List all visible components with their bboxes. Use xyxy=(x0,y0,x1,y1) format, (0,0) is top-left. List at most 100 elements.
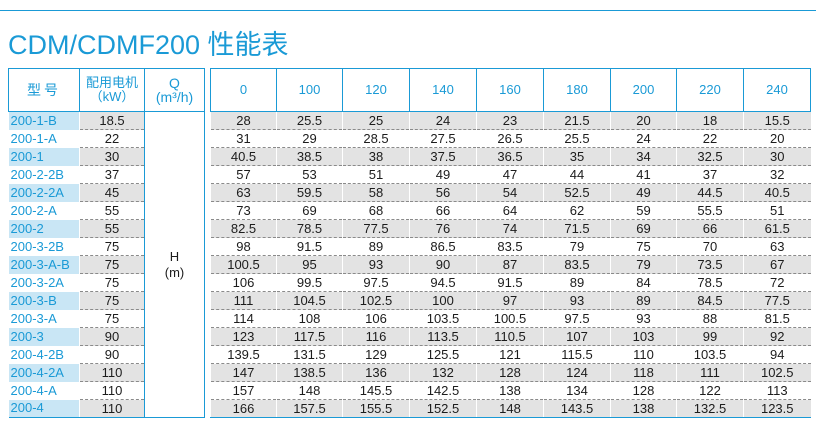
head-value-cell: 84 xyxy=(610,273,677,292)
head-value-cell: 88 xyxy=(676,309,744,328)
head-value-cell: 124 xyxy=(543,363,611,382)
head-value-cell: 118 xyxy=(610,363,677,382)
model-cell: 200-4 xyxy=(8,399,80,418)
table-row: 200-2-2A 45 63 59.5 58 56 54 52.5 49 44.5 40.5 xyxy=(8,183,811,202)
model-cell: 200-3-2B xyxy=(10,238,64,254)
head-value-cell: 131.5 xyxy=(276,345,343,364)
head-value-cell: 93 xyxy=(543,291,611,310)
head-value-cell: 128 xyxy=(476,363,544,382)
table-row: 200-1 30 40.5 38.5 38 37.5 36.5 35 34 32.5 30 xyxy=(8,147,811,166)
head-value-cell: 44 xyxy=(543,165,611,184)
head-value-cell: 49 xyxy=(409,165,477,184)
head-value-cell: 152.5 xyxy=(409,399,477,418)
head-value-cell: 148 xyxy=(276,381,343,400)
head-value-cell: 47 xyxy=(476,165,544,184)
head-value-cell: 94.5 xyxy=(409,273,477,292)
model-cell: 200-2-2A xyxy=(8,183,80,202)
head-value-cell: 25.5 xyxy=(276,111,343,130)
flow-col-header: 240 xyxy=(743,68,811,112)
flow-col-header: 200 xyxy=(610,68,677,112)
head-value-cell: 25 xyxy=(342,111,410,130)
head-value-cell: 97.5 xyxy=(543,309,611,328)
table-row: 200-3-2A 75 106 99.5 97.5 94.5 91.5 89 84 78.5 72 xyxy=(9,273,811,292)
head-value-cell: 58 xyxy=(342,183,410,202)
head-value-cell: 103.5 xyxy=(676,345,744,364)
power-cell: 18.5 xyxy=(79,111,145,130)
table-row: 200-4 110 166 157.5 155.5 152.5 148 143.5 138 132… xyxy=(8,399,811,418)
head-value-cell: 57 xyxy=(210,165,277,184)
flow-col-header: 220 xyxy=(676,68,744,112)
head-value-cell: 129 xyxy=(342,345,410,364)
head-value-cell: 113.5 xyxy=(409,327,477,346)
head-value-cell: 31 xyxy=(210,129,277,148)
power-cell: 90 xyxy=(79,345,145,364)
power-cell: 75 xyxy=(79,237,145,256)
model-cell: 200-2-A xyxy=(10,202,57,218)
head-value-cell: 51 xyxy=(743,201,811,220)
head-value-cell: 123 xyxy=(210,327,277,346)
head-value-cell: 30 xyxy=(743,147,811,166)
head-value-cell: 34 xyxy=(610,147,677,166)
head-value-cell: 24 xyxy=(610,129,677,148)
head-value-cell: 98 xyxy=(210,237,277,256)
header-gap xyxy=(204,68,211,112)
power-cell: 45 xyxy=(79,183,145,202)
head-value-cell: 26.5 xyxy=(476,129,544,148)
head-value-cell: 107 xyxy=(543,327,611,346)
model-cell: 200-2-2B xyxy=(10,166,64,182)
head-value-cell: 23 xyxy=(476,111,544,130)
top-rule xyxy=(0,10,816,11)
power-cell: 30 xyxy=(79,147,145,166)
model-cell: 200-1-B xyxy=(8,111,80,130)
head-value-cell: 125.5 xyxy=(409,345,477,364)
model-cell: 200-1 xyxy=(8,147,80,166)
model-cell: 200-3 xyxy=(8,327,80,346)
head-value-cell: 53 xyxy=(276,165,343,184)
table-row: 200-2-2B 37 57 53 51 49 47 44 41 37 32 xyxy=(9,165,811,184)
head-value-cell: 69 xyxy=(610,219,677,238)
head-value-cell: 66 xyxy=(676,219,744,238)
head-value-cell: 52.5 xyxy=(543,183,611,202)
head-value-cell: 132.5 xyxy=(676,399,744,418)
head-value-cell: 32.5 xyxy=(676,147,744,166)
table-row: 200-4-2A 110 147 138.5 136 132 128 124 118 111 102… xyxy=(8,363,811,382)
flow-col-header: 180 xyxy=(543,68,611,112)
head-value-cell: 157 xyxy=(210,381,277,400)
head-value-cell: 55.5 xyxy=(676,201,744,220)
head-value-cell: 145.5 xyxy=(342,381,410,400)
power-header: 配用电机 （kW） xyxy=(79,68,145,112)
head-value-cell: 27.5 xyxy=(409,129,477,148)
power-cell: 22 xyxy=(79,129,145,148)
power-cell: 55 xyxy=(79,201,145,220)
head-value-cell: 102.5 xyxy=(743,363,811,382)
head-value-cell: 138.5 xyxy=(276,363,343,382)
head-value-cell: 93 xyxy=(610,309,677,328)
head-value-cell: 99 xyxy=(676,327,744,346)
head-value-cell: 71.5 xyxy=(543,219,611,238)
head-value-cell: 148 xyxy=(476,399,544,418)
head-label-cell: H (m) xyxy=(144,111,205,418)
head-value-cell: 111 xyxy=(676,363,744,382)
head-value-cell: 103.5 xyxy=(409,309,477,328)
head-value-cell: 36.5 xyxy=(476,147,544,166)
head-value-cell: 84.5 xyxy=(676,291,744,310)
head-value-cell: 116 xyxy=(342,327,410,346)
head-value-cell: 70 xyxy=(676,237,744,256)
head-value-cell: 69 xyxy=(276,201,343,220)
table-body: 200-1-B 18.5 H (m) 28 25.5 25 24 23 21.5 20 18 15.5 2… xyxy=(8,111,811,418)
flow-col-header: 120 xyxy=(342,68,410,112)
table-row: 200-1-A 22 31 29 28.5 27.5 26.5 25.5 24 22 20 xyxy=(9,129,811,148)
power-cell: 110 xyxy=(79,399,145,418)
head-value-cell: 78.5 xyxy=(276,219,343,238)
power-cell: 110 xyxy=(79,363,145,382)
head-value-cell: 51 xyxy=(342,165,410,184)
head-value-cell: 86.5 xyxy=(409,237,477,256)
page-title: CDM/CDMF200 性能表 xyxy=(8,30,289,60)
head-value-cell: 108 xyxy=(276,309,343,328)
model-cell: 200-4-2A xyxy=(8,363,80,382)
power-cell: 90 xyxy=(79,327,145,346)
model-cell: 200-1-A xyxy=(10,130,57,146)
head-value-cell: 68 xyxy=(342,201,410,220)
power-cell: 55 xyxy=(79,219,145,238)
head-value-cell: 94 xyxy=(743,345,811,364)
